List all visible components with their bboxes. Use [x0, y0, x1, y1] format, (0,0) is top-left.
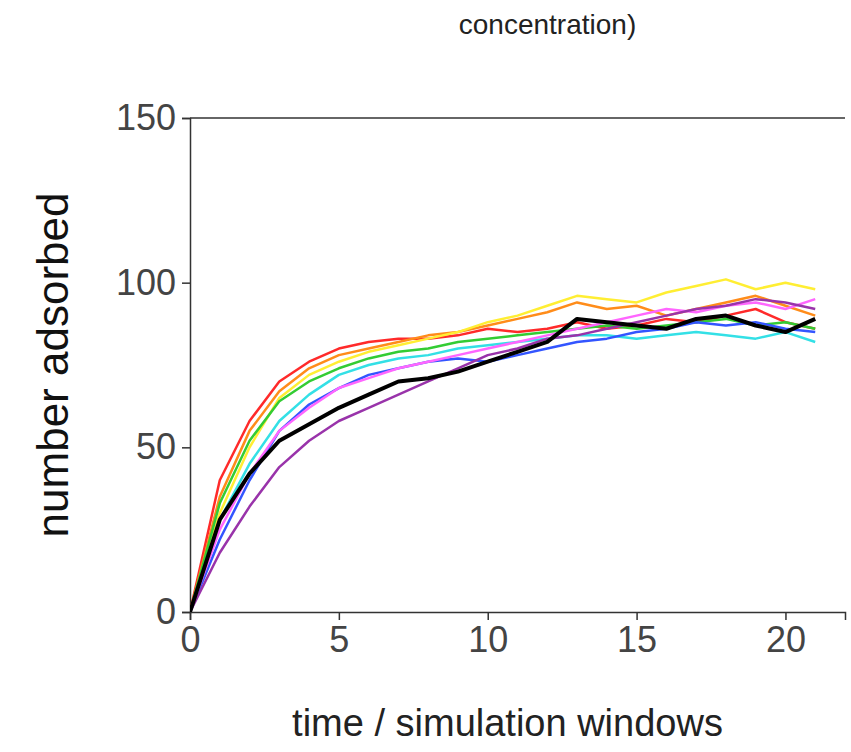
x-axis-title: time / simulation windows: [292, 702, 723, 744]
y-tick: 50: [136, 426, 190, 467]
y-axis-line: [182, 119, 191, 613]
y-tick-mark: [182, 118, 190, 120]
series-line: [190, 279, 815, 612]
x-tick: 0: [180, 612, 200, 660]
x-tick-label: 0: [180, 619, 200, 660]
x-tick-label: 10: [468, 619, 508, 660]
series-line: [190, 309, 815, 612]
y-tick-mark: [182, 282, 190, 284]
x-tick-label: 5: [329, 619, 349, 660]
y-tick-label: 100: [116, 262, 176, 303]
series-line: [190, 299, 815, 612]
plot-frame: [190, 117, 845, 119]
series-line: [190, 319, 815, 612]
y-axis-title: number adsorbed: [28, 193, 77, 538]
y-tick-label: 150: [116, 97, 176, 138]
x-tick-label: 15: [617, 619, 657, 660]
x-tick: 10: [468, 612, 508, 660]
title: concentration): [459, 9, 636, 40]
chart: 0 5 10 15 20 0 50 100 150 concentration) time / si…: [0, 0, 851, 752]
y-tick: 0: [156, 591, 190, 632]
y-axis: 0 50 100 150: [116, 97, 191, 632]
y-tick-label: 0: [156, 591, 176, 632]
series-line: [190, 316, 815, 612]
x-tick: 15: [617, 612, 657, 660]
plot-lines: [190, 279, 815, 612]
series-line: [190, 332, 815, 612]
x-tick: 5: [329, 612, 349, 660]
y-tick: 150: [116, 97, 190, 138]
x-axis: 0 5 10 15 20: [180, 612, 845, 660]
series-line: [190, 299, 815, 612]
y-tick-mark: [182, 612, 190, 614]
series-line: [190, 322, 815, 612]
series-line: [190, 296, 815, 612]
x-tick-label: 20: [766, 619, 806, 660]
y-tick: 100: [116, 262, 190, 303]
x-tick: 20: [766, 612, 806, 660]
y-tick-label: 50: [136, 426, 176, 467]
y-tick-mark: [182, 447, 190, 449]
x-axis-line: [191, 613, 846, 621]
